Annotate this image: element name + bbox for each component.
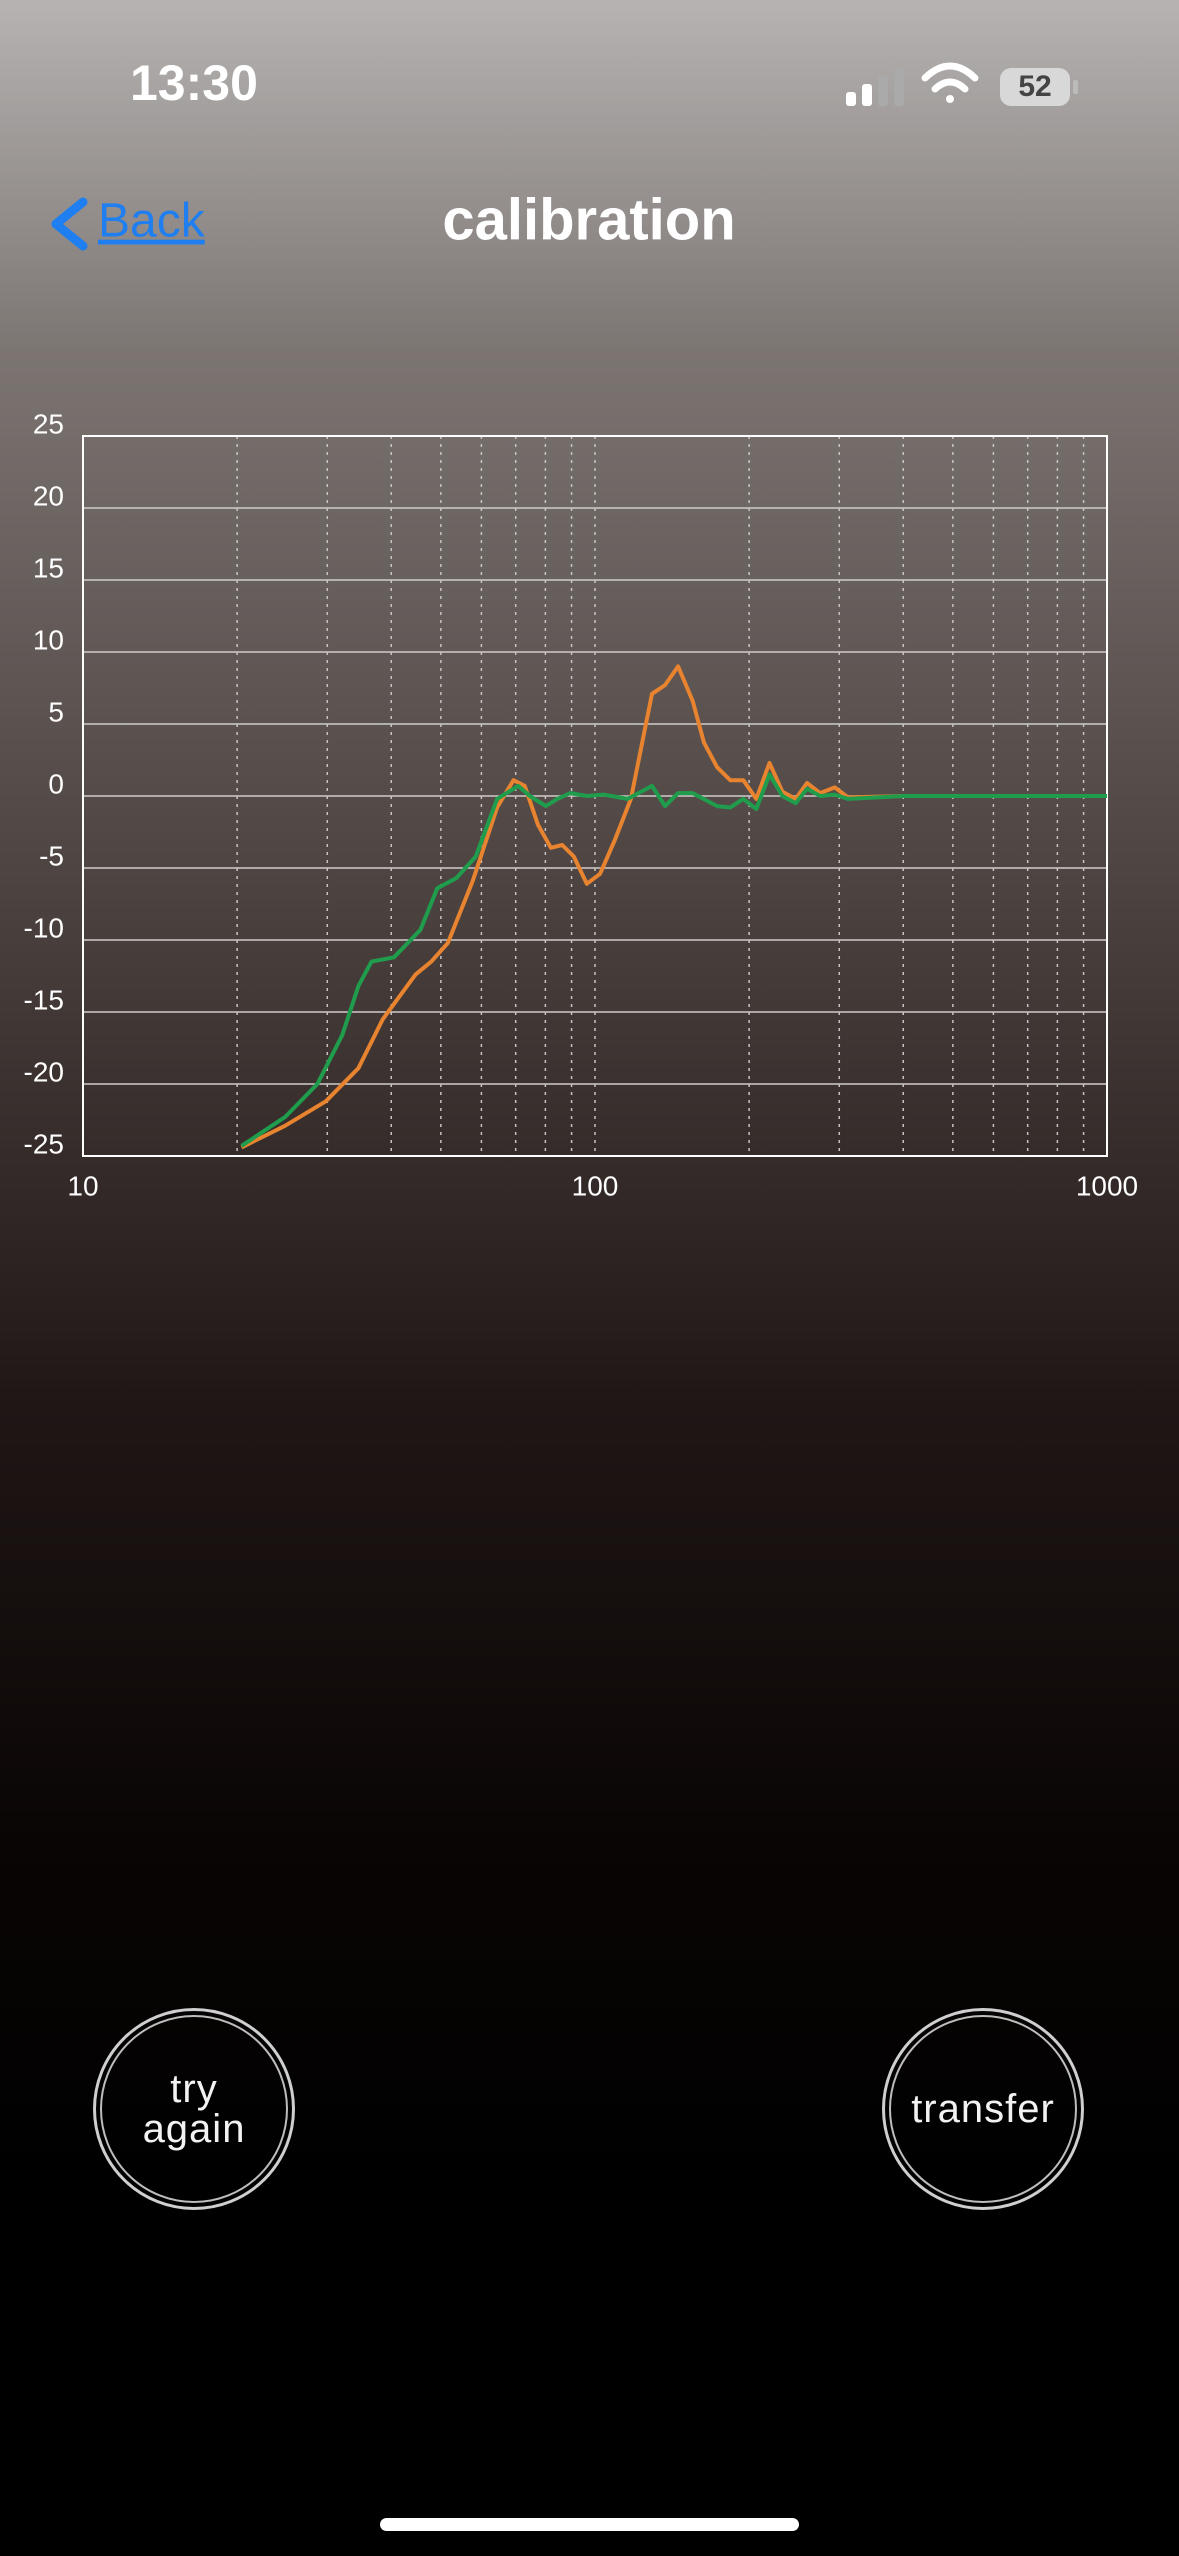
y-tick-label: -10 — [24, 912, 64, 943]
battery-icon — [1000, 68, 1070, 106]
y-tick-label: 20 — [33, 480, 64, 511]
home-indicator — [380, 2518, 799, 2531]
x-tick-label: 1000 — [1076, 1170, 1138, 1201]
y-tick-label: -15 — [24, 984, 64, 1015]
series-line — [240, 772, 1107, 1148]
battery-level: 52 — [1018, 70, 1051, 103]
nav-title: calibration — [442, 187, 735, 252]
status-time: 13:30 — [130, 55, 258, 111]
battery-cap — [1073, 80, 1078, 94]
back-button[interactable]: Back — [98, 195, 206, 248]
back-chevron[interactable] — [51, 197, 88, 251]
button-label: try again — [142, 2067, 246, 2151]
y-tick-label: -5 — [39, 840, 64, 871]
button-label: transfer — [911, 2087, 1055, 2131]
y-tick-label: 25 — [33, 408, 64, 439]
x-tick-label: 100 — [572, 1170, 619, 1201]
y-tick-label: 15 — [33, 552, 64, 583]
signal-icon — [846, 68, 904, 106]
y-tick-label: 0 — [48, 768, 64, 799]
series-line — [240, 664, 1107, 1150]
transfer-button[interactable]: transfer — [882, 2008, 1084, 2210]
y-tick-label: -20 — [24, 1056, 64, 1087]
wifi-icon — [921, 62, 979, 103]
x-tick-label: 10 — [67, 1170, 98, 1201]
y-tick-label: -25 — [24, 1128, 64, 1159]
y-tick-label: 10 — [33, 624, 64, 655]
y-tick-label: 5 — [48, 696, 64, 727]
try-again-button[interactable]: try again — [93, 2008, 295, 2210]
